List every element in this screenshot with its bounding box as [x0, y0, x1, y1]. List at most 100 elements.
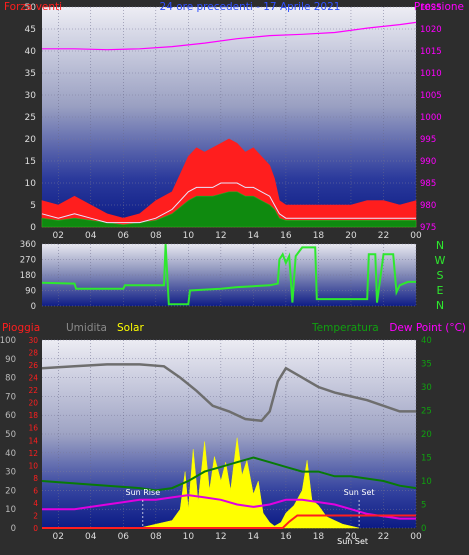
- x-tick-label: 16: [280, 532, 292, 542]
- humidity-y-tick-label: 10: [5, 505, 16, 515]
- wind-y-tick-label: 30: [25, 91, 37, 101]
- pressure-y-tick-label: 1015: [420, 47, 442, 57]
- compass-label: N: [436, 239, 444, 252]
- direction-grid: [42, 243, 417, 307]
- sun-annotation: Sun Set: [337, 537, 368, 546]
- humidity-y-tick-label: 50: [5, 430, 16, 440]
- x-tick-label: 08: [150, 532, 162, 542]
- wind-y-axis: 0 5 10 15 20 25 30 35 40 45 50: [25, 3, 37, 233]
- pressure-y-tick-label: 1010: [420, 69, 442, 79]
- solar-label: Solar: [117, 322, 144, 334]
- rain-y-tick-label: 18: [28, 411, 38, 420]
- temperature-y-tick-label: 20: [421, 430, 432, 440]
- x-tick-label: 16: [280, 231, 292, 241]
- x-tick-label: 04: [85, 231, 97, 241]
- direction-y-tick-label: 90: [25, 287, 36, 297]
- pressure-y-tick-label: 985: [420, 179, 436, 189]
- x-tick-label: 18: [313, 532, 325, 542]
- humidity-y-tick-label: 60: [5, 411, 16, 421]
- wind-y-tick-label: 45: [25, 25, 36, 35]
- compass-label: W: [435, 254, 446, 267]
- wind-y-tick-label: 0: [30, 223, 36, 233]
- sun-annotation: Sun Rise: [125, 488, 160, 497]
- direction-y-tick-label: 360: [20, 240, 36, 250]
- rain-y-tick-label: 28: [28, 349, 38, 358]
- compass-label: E: [437, 284, 444, 297]
- chart-subtitle: 24 ore precedenti - 17 Aprile 2021: [160, 1, 341, 13]
- temperature-y-axis: 0 5 10 15 20 25 30 35 40: [421, 336, 432, 534]
- x-tick-label: 18: [313, 231, 325, 241]
- wind-y-tick-label: 25: [25, 113, 36, 123]
- humidity-y-tick-label: 100: [0, 336, 16, 346]
- temperature-y-tick-label: 15: [421, 454, 432, 464]
- temperature-y-tick-label: 40: [421, 336, 432, 346]
- direction-y-tick-label: 180: [20, 271, 36, 281]
- x-tick-label: 06: [118, 231, 130, 241]
- rain-y-tick-label: 14: [28, 436, 38, 445]
- temperature-y-tick-label: 25: [421, 407, 432, 417]
- humidity-y-tick-label: 70: [5, 392, 16, 402]
- wind-y-tick-label: 15: [25, 157, 36, 167]
- temperature-label: Temperatura: [311, 322, 379, 334]
- x-tick-label: 14: [248, 532, 260, 542]
- x-tick-label: 00: [410, 532, 422, 542]
- pressure-y-tick-label: 975: [420, 223, 436, 233]
- x-tick-label: 08: [150, 231, 162, 241]
- pressure-axis-label: Pressione: [414, 1, 464, 13]
- compass-label: S: [437, 269, 444, 282]
- wind-y-tick-label: 40: [25, 47, 37, 57]
- humidity-series: [41, 363, 416, 423]
- x-tick-label: 22: [378, 532, 389, 542]
- temperature-y-tick-label: 30: [421, 383, 432, 393]
- wind-y-tick-label: 35: [25, 69, 36, 79]
- pressure-y-tick-label: 980: [420, 201, 436, 211]
- pressure-y-axis: 975 980 985 990 995 1000 1005 1010 1015 1020 1025: [420, 3, 442, 233]
- x-tick-label: 14: [248, 231, 260, 241]
- rain-y-tick-label: 10: [28, 461, 38, 470]
- wind-y-tick-label: 50: [25, 3, 37, 13]
- temperature-series: [41, 456, 417, 492]
- wind-average-series: [41, 191, 417, 228]
- humidity-y-tick-label: 20: [5, 486, 16, 496]
- rain-y-tick-label: 6: [33, 486, 38, 495]
- rain-y-tick-label: 20: [28, 399, 38, 408]
- wind-direction-series: [41, 243, 416, 306]
- rain-series: [42, 514, 416, 529]
- x-tick-label: 12: [215, 231, 226, 241]
- humidity-y-tick-label: 0: [11, 524, 16, 534]
- wind-x-axis: 02 04 06 08 10 12 14 16 18 20 22 00: [53, 231, 422, 241]
- rain-y-tick-label: 4: [33, 499, 38, 508]
- rain-y-tick-label: 2: [33, 511, 38, 520]
- pressure-y-tick-label: 1025: [420, 3, 442, 13]
- humidity-label: Umidita: [66, 322, 107, 334]
- x-tick-label: 06: [118, 532, 130, 542]
- rain-y-tick-label: 0: [33, 524, 38, 533]
- pressure-y-tick-label: 1000: [420, 113, 442, 123]
- rain-y-tick-label: 26: [28, 361, 38, 370]
- direction-y-tick-label: 0: [31, 302, 36, 312]
- humidity-y-tick-label: 40: [5, 449, 16, 459]
- rain-label: Pioggia: [2, 322, 40, 334]
- x-tick-label: 10: [183, 532, 195, 542]
- wind-speed-series: [41, 182, 416, 224]
- temperature-y-tick-label: 0: [421, 524, 426, 534]
- x-tick-label: 12: [215, 532, 226, 542]
- rain-y-tick-label: 16: [28, 424, 38, 433]
- x-tick-label: 20: [345, 532, 357, 542]
- x-tick-label: 10: [183, 231, 195, 241]
- sun-annotations: Sun Rise Sun Set Sun Set: [125, 488, 374, 546]
- direction-y-axis: 0 90 180 270 360: [20, 240, 36, 312]
- pressure-y-tick-label: 1020: [420, 25, 442, 35]
- dewpoint-series: [42, 494, 416, 520]
- wind-axis-label: Forza venti: [4, 1, 62, 13]
- x-tick-label: 22: [378, 231, 389, 241]
- pressure-series: [42, 21, 417, 51]
- rain-y-tick-label: 24: [28, 374, 38, 383]
- x-tick-label: 20: [345, 231, 357, 241]
- temperature-y-tick-label: 35: [421, 360, 432, 370]
